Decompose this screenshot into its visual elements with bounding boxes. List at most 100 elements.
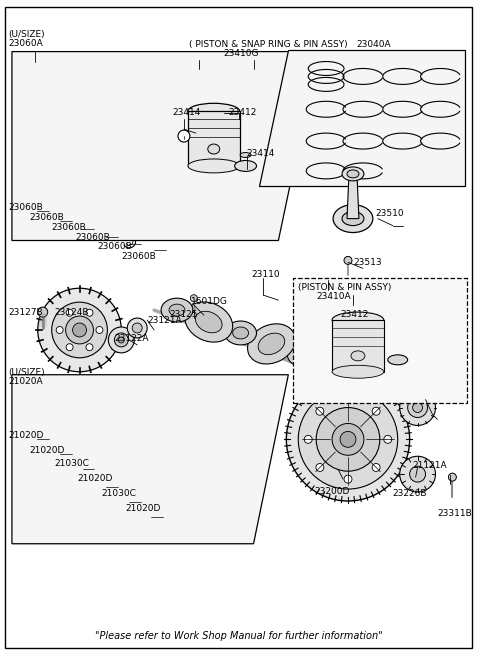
Ellipse shape: [333, 205, 373, 233]
Text: 23127B: 23127B: [8, 308, 43, 317]
Text: 21020D: 21020D: [30, 446, 65, 455]
Ellipse shape: [248, 324, 295, 364]
Circle shape: [127, 318, 147, 338]
Ellipse shape: [342, 167, 364, 181]
Text: 23311B: 23311B: [437, 509, 472, 518]
Text: (PISTON & PIN ASSY): (PISTON & PIN ASSY): [298, 283, 392, 292]
Circle shape: [52, 302, 108, 358]
Circle shape: [287, 378, 409, 501]
Circle shape: [96, 326, 103, 333]
Text: ( PISTON & SNAP RING & PIN ASSY): ( PISTON & SNAP RING & PIN ASSY): [189, 40, 348, 48]
Ellipse shape: [332, 365, 384, 378]
Circle shape: [108, 327, 134, 353]
Ellipse shape: [368, 367, 416, 408]
Text: 23510: 23510: [376, 209, 405, 217]
Text: 23060A: 23060A: [8, 39, 43, 48]
Circle shape: [372, 464, 380, 472]
Ellipse shape: [347, 170, 359, 178]
Text: 23513: 23513: [353, 259, 382, 267]
Text: "Please refer to Work Shop Manual for further information": "Please refer to Work Shop Manual for fu…: [95, 631, 383, 641]
Text: 23060B: 23060B: [8, 202, 43, 212]
Polygon shape: [347, 174, 359, 219]
Ellipse shape: [350, 365, 382, 388]
Ellipse shape: [378, 377, 405, 398]
Text: 23060B: 23060B: [52, 223, 86, 232]
Text: 21121A: 21121A: [413, 461, 447, 470]
Ellipse shape: [351, 351, 365, 361]
Ellipse shape: [288, 343, 319, 367]
Ellipse shape: [310, 346, 358, 386]
Circle shape: [400, 390, 435, 426]
Circle shape: [400, 457, 435, 492]
Text: 21030C: 21030C: [55, 459, 90, 468]
Text: 21020D: 21020D: [125, 504, 161, 513]
Circle shape: [384, 436, 392, 443]
Ellipse shape: [388, 355, 408, 365]
Text: 21020D: 21020D: [8, 432, 43, 440]
Text: 23060B: 23060B: [97, 242, 132, 252]
Text: 23410A: 23410A: [316, 292, 351, 301]
Circle shape: [66, 344, 73, 350]
Circle shape: [316, 407, 380, 471]
Circle shape: [413, 403, 422, 413]
Text: 23110: 23110: [252, 271, 280, 279]
Circle shape: [316, 407, 324, 415]
Circle shape: [66, 316, 94, 344]
Text: 23060B: 23060B: [75, 233, 110, 242]
Circle shape: [66, 309, 73, 316]
Text: 23414: 23414: [172, 108, 200, 117]
Circle shape: [448, 473, 456, 481]
Ellipse shape: [258, 333, 285, 354]
Bar: [188, 111, 240, 166]
Ellipse shape: [342, 212, 364, 225]
Polygon shape: [12, 52, 318, 240]
Circle shape: [409, 466, 426, 482]
Ellipse shape: [233, 327, 249, 339]
Circle shape: [344, 475, 352, 483]
Text: 1601DG: 1601DG: [191, 297, 228, 306]
Circle shape: [114, 333, 128, 347]
Ellipse shape: [169, 304, 185, 316]
Circle shape: [332, 423, 364, 455]
Circle shape: [132, 323, 142, 333]
Circle shape: [191, 295, 197, 302]
Text: 21020A: 21020A: [8, 377, 43, 386]
Bar: [332, 320, 384, 372]
Ellipse shape: [295, 349, 311, 361]
Circle shape: [408, 398, 428, 417]
Text: (U/SIZE): (U/SIZE): [8, 29, 45, 39]
Text: 23414: 23414: [247, 149, 275, 158]
Ellipse shape: [235, 160, 256, 172]
Text: 23040A: 23040A: [356, 40, 391, 48]
Polygon shape: [12, 375, 288, 544]
Circle shape: [372, 407, 380, 415]
Text: 23060B: 23060B: [30, 213, 65, 221]
Text: 23121A: 23121A: [147, 316, 182, 325]
Text: 21020D: 21020D: [78, 474, 113, 483]
Circle shape: [304, 436, 312, 443]
Text: 23122A: 23122A: [114, 334, 149, 343]
Ellipse shape: [161, 298, 193, 322]
Circle shape: [178, 130, 190, 142]
Text: 23124B: 23124B: [55, 308, 89, 317]
Circle shape: [344, 396, 352, 403]
Circle shape: [38, 288, 121, 372]
Text: 23226B: 23226B: [393, 489, 427, 498]
Circle shape: [86, 309, 93, 316]
Bar: [293, 278, 468, 403]
Ellipse shape: [188, 159, 240, 173]
Circle shape: [72, 323, 86, 337]
Ellipse shape: [225, 321, 256, 345]
Text: 23412: 23412: [228, 108, 257, 117]
Text: 23060B: 23060B: [121, 252, 156, 261]
Ellipse shape: [195, 311, 222, 333]
Text: 23410G: 23410G: [224, 48, 259, 58]
Ellipse shape: [321, 355, 348, 377]
Text: (U/SIZE): (U/SIZE): [8, 367, 45, 377]
Circle shape: [344, 256, 352, 265]
Text: 21030C: 21030C: [101, 489, 136, 498]
Polygon shape: [259, 50, 465, 186]
Ellipse shape: [208, 144, 220, 154]
Circle shape: [340, 432, 356, 447]
Circle shape: [56, 326, 63, 333]
